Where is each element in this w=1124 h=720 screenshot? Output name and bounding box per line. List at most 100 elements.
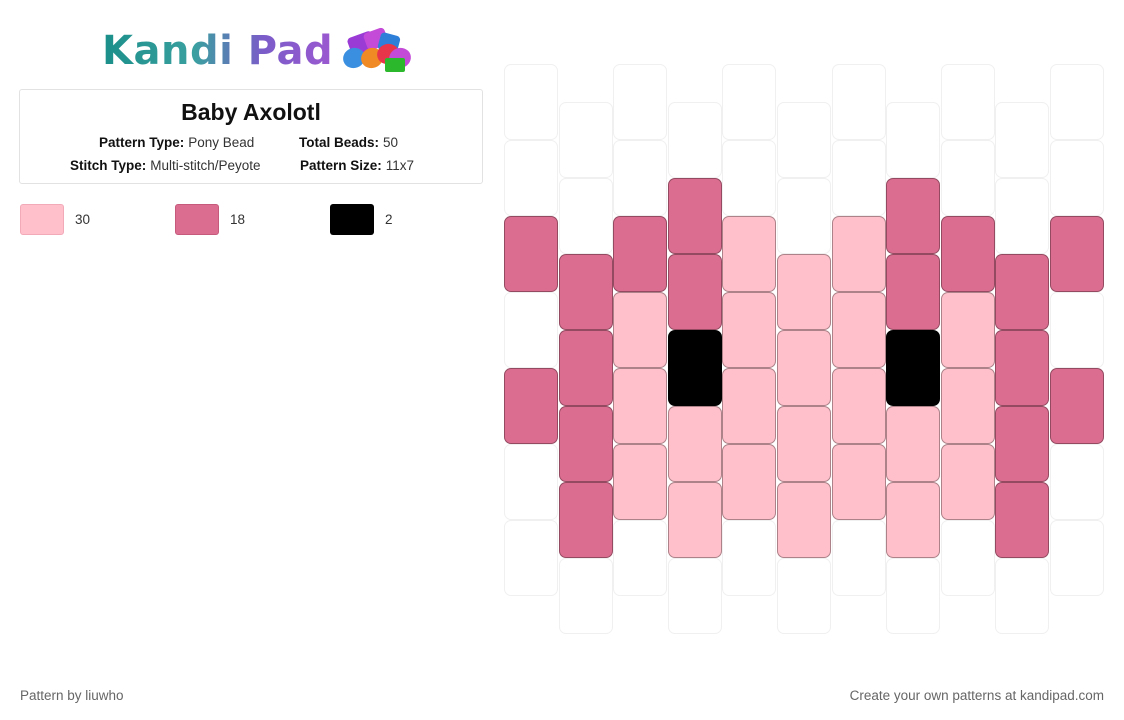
pattern-info-card: Baby Axolotl Pattern Type: Pony Bead Tota… xyxy=(19,89,483,184)
total-beads-label: Total Beads: xyxy=(299,135,380,150)
bead xyxy=(1050,216,1104,292)
empty-bead-slot xyxy=(995,178,1050,254)
bead xyxy=(558,406,613,482)
bead xyxy=(777,482,831,558)
pattern-credit: Pattern by liuwho xyxy=(20,688,124,703)
empty-bead-slot xyxy=(831,64,886,140)
bead xyxy=(613,216,668,292)
bead xyxy=(886,330,941,406)
empty-bead-slot xyxy=(995,102,1050,178)
pattern-type-row: Pattern Type: Pony Bead xyxy=(99,135,254,150)
bead xyxy=(886,406,941,482)
bead xyxy=(886,254,941,330)
empty-bead-slot xyxy=(613,64,668,140)
pattern-size-row: Pattern Size: 11x7 xyxy=(300,158,414,173)
bead xyxy=(504,368,558,444)
bead xyxy=(777,406,831,482)
bead xyxy=(995,254,1050,330)
pattern-size-value: 11x7 xyxy=(385,158,415,173)
empty-bead-slot xyxy=(940,520,995,596)
bead xyxy=(667,406,722,482)
empty-bead-slot xyxy=(504,520,558,596)
color-swatch-light-pink xyxy=(20,203,64,235)
empty-bead-slot xyxy=(504,292,558,368)
bead xyxy=(940,292,995,368)
color-swatch-black xyxy=(330,203,374,235)
bead xyxy=(940,368,995,444)
legend-item-light-pink: 30 xyxy=(20,203,90,235)
bead xyxy=(722,368,777,444)
bead xyxy=(886,482,941,558)
bead xyxy=(613,368,668,444)
bead xyxy=(558,330,613,406)
kandipad-logo[interactable]: Kandi Pad xyxy=(102,26,419,76)
bead xyxy=(995,482,1050,558)
stitch-type-row: Stitch Type: Multi-stitch/Peyote xyxy=(70,158,261,173)
bead xyxy=(831,444,886,520)
bead xyxy=(831,292,886,368)
empty-bead-slot xyxy=(1050,520,1104,596)
bead xyxy=(940,216,995,292)
empty-bead-slot xyxy=(995,558,1050,634)
bead xyxy=(831,368,886,444)
empty-bead-slot xyxy=(886,558,941,634)
kandipad-promo-link[interactable]: Create your own patterns at kandipad.com xyxy=(849,688,1104,703)
empty-bead-slot xyxy=(722,520,777,596)
bead xyxy=(777,330,831,406)
empty-bead-slot xyxy=(940,140,995,216)
empty-bead-slot xyxy=(722,64,777,140)
legend-count-light-pink: 30 xyxy=(75,211,91,227)
legend-count-dark-pink: 18 xyxy=(230,211,246,227)
empty-bead-slot xyxy=(613,520,668,596)
total-beads-value: 50 xyxy=(383,135,399,150)
empty-bead-slot xyxy=(1050,292,1104,368)
bead xyxy=(886,178,941,254)
empty-bead-slot xyxy=(940,64,995,140)
empty-bead-slot xyxy=(504,140,558,216)
bead xyxy=(667,330,722,406)
bead xyxy=(940,444,995,520)
logo-text: Kandi Pad xyxy=(102,28,334,74)
legend-item-dark-pink: 18 xyxy=(175,203,245,235)
legend-item-black: 2 xyxy=(330,203,393,235)
stitch-type-label: Stitch Type: xyxy=(70,158,147,173)
bead xyxy=(995,330,1050,406)
total-beads-row: Total Beads: 50 xyxy=(299,135,398,150)
bead xyxy=(613,444,668,520)
pattern-type-label: Pattern Type: xyxy=(99,135,185,150)
empty-bead-slot xyxy=(613,140,668,216)
bead xyxy=(504,216,558,292)
empty-bead-slot xyxy=(831,140,886,216)
empty-bead-slot xyxy=(1050,140,1104,216)
pattern-title: Baby Axolotl xyxy=(181,99,321,125)
bead xyxy=(777,254,831,330)
bead xyxy=(558,254,613,330)
empty-bead-slot xyxy=(1050,444,1104,520)
empty-bead-slot xyxy=(1050,64,1104,140)
bead xyxy=(831,216,886,292)
empty-bead-slot xyxy=(831,520,886,596)
color-swatch-dark-pink xyxy=(175,203,219,235)
bead xyxy=(558,482,613,558)
empty-bead-slot xyxy=(504,64,558,140)
bead xyxy=(667,254,722,330)
beads-pile-icon xyxy=(340,26,419,74)
empty-bead-slot xyxy=(722,140,777,216)
bead xyxy=(667,178,722,254)
empty-bead-slot xyxy=(667,558,722,634)
empty-bead-slot xyxy=(558,558,613,634)
stitch-type-value: Multi-stitch/Peyote xyxy=(150,158,261,173)
empty-bead-slot xyxy=(558,102,613,178)
empty-bead-slot xyxy=(777,102,831,178)
bead xyxy=(722,216,777,292)
pattern-type-value: Pony Bead xyxy=(188,135,255,150)
empty-bead-slot xyxy=(667,102,722,178)
empty-bead-slot xyxy=(777,558,831,634)
bead xyxy=(613,292,668,368)
empty-bead-slot xyxy=(886,102,941,178)
bead xyxy=(722,292,777,368)
bead xyxy=(1050,368,1104,444)
bead xyxy=(667,482,722,558)
bead xyxy=(995,406,1050,482)
bead xyxy=(722,444,777,520)
